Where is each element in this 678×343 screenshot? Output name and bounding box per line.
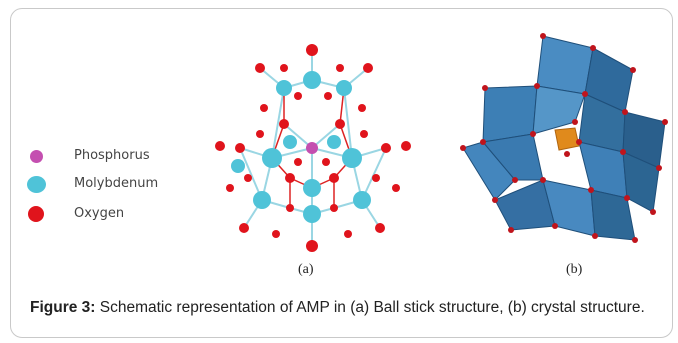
caption-prefix: Figure 3:: [30, 299, 96, 316]
molybdenum-swatch: [27, 176, 46, 193]
caption-text: Schematic representation of AMP in (a) B…: [95, 299, 645, 316]
legend-label: Phosphorus: [74, 148, 150, 163]
phosphorus-swatch: [30, 150, 43, 163]
legend-item-oxygen: Oxygen: [22, 204, 222, 226]
panel-a-label: (a): [298, 262, 314, 277]
legend-item-phosphorus: Phosphorus: [22, 146, 222, 168]
crystal-structure: [460, 33, 668, 243]
legend-label: Oxygen: [74, 206, 125, 221]
figure-caption: Figure 3: Schematic representation of AM…: [30, 298, 650, 318]
legend-item-molybdenum: Molybdenum: [22, 174, 222, 196]
phosphorus-center: [554, 127, 580, 151]
legend-label: Molybdenum: [74, 176, 159, 191]
panel-b-label: (b): [566, 262, 583, 277]
oxygen-swatch: [28, 206, 44, 222]
ball-stick-structure: [215, 44, 411, 252]
